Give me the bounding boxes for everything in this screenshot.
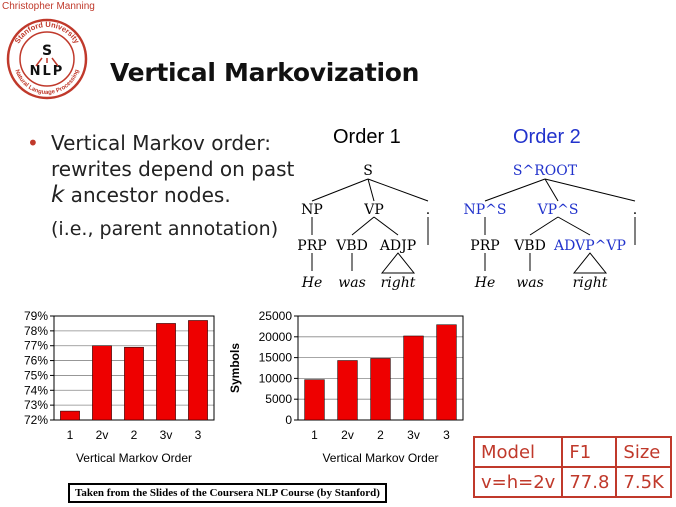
bullet-subtext: (i.e., parent annotation) [51,218,279,240]
bullet-line-3: ancestor nodes. [64,183,231,207]
bar [337,360,358,421]
tree1-was: was [338,275,366,291]
tree2-advp: ADVP^VP [553,238,626,254]
bar [370,358,391,421]
order-2-tree [484,178,636,274]
x-tick-label: 3v [407,428,420,442]
symbols-bar-chart: 0 5000 10000 15000 20000 25000 1 2v 2 3v 3 Vertical… [228,309,464,465]
y-tick-label: 72% [24,413,48,427]
bar [92,345,112,421]
x-tick-label: 1 [67,428,74,442]
order-1-tree [311,178,429,274]
bullet-line-1: Vertical Markov order: [51,131,271,155]
bar [304,379,325,421]
bullet-dot-icon: • [27,131,39,155]
tree1-right: right [381,275,416,291]
y-tick-label: 73% [24,398,48,412]
table-cell: 7.5K [615,466,672,498]
tree1-root: S [363,163,373,179]
table-header-row: Model F1 Size [472,436,672,468]
tree2-dot: . [633,202,637,218]
bar [403,335,424,421]
y-tick-label: 75% [24,368,48,382]
tree2-vp: VP^S [537,202,579,218]
bar [156,323,176,421]
x-tick-label: 2v [341,428,354,442]
tree1-prp: PRP [297,238,326,254]
y-tick-label: 0 [285,413,292,427]
x-tick-label: 2 [131,428,138,442]
x-axis-label: Vertical Markov Order [322,451,438,465]
stanford-nlp-logo: Stanford University Natural Language Pro… [6,18,88,100]
y-tick-label: 74% [24,383,48,397]
x-tick-label: 3v [160,428,173,442]
tree1-dot: . [426,202,430,218]
bar [124,346,144,421]
f1-bar-chart: 72%73%74%75%76%77%78%79% 1 2v 2 3v 3Vertical … [24,309,215,465]
y-tick-label: 10000 [259,371,293,385]
tree2-right: right [573,275,608,291]
tree2-he: He [474,275,496,291]
tree2-prp: PRP [470,238,499,254]
table-row: v=h=2v 77.8 7.5K [472,466,672,498]
x-tick-label: 3 [195,428,202,442]
y-tick-label: 25000 [259,309,293,323]
y-tick-label: 78% [24,324,48,338]
author-name: Christopher Manning [2,1,95,12]
y-tick-label: 15000 [259,351,293,365]
source-caption: Taken from the Slides of the Coursera NL… [68,483,387,503]
x-axis-label: Vertical Markov Order [76,451,192,465]
bar [188,320,208,421]
tree2-root: S^ROOT [513,163,578,179]
tree1-adjp: ADJP [379,238,416,254]
slide-title: Vertical Markovization [110,58,420,87]
y-tick-label: 77% [24,339,48,353]
table-header-cell: F1 [561,436,618,468]
bullet-line-2: rewrites depend on past [51,157,295,181]
y-tick-label: 79% [24,309,48,323]
table-cell: 77.8 [561,466,618,498]
bar [436,324,457,421]
tree1-np: NP [301,202,323,218]
table-header-cell: Model [472,436,564,468]
y-axis-label: Symbols [228,343,242,393]
order-2-label: Order 2 [513,126,581,148]
x-tick-label: 2 [377,428,384,442]
logo-s: S [42,43,52,59]
tree1-vbd: VBD [335,238,368,254]
bar [60,410,80,421]
y-tick-label: 20000 [259,330,293,344]
y-tick-label: 76% [24,354,48,368]
logo-nlp: NLP [30,64,65,79]
x-tick-label: 2v [96,428,109,442]
table-header-cell: Size [615,436,672,468]
x-tick-label: 3 [443,428,450,442]
results-table: Model F1 Size v=h=2v 77.8 7.5K [472,436,672,498]
tree2-vbd: VBD [513,238,546,254]
order-1-label: Order 1 [333,126,401,148]
tree2-np: NP^S [464,202,507,218]
tree1-vp: VP [363,202,384,218]
y-tick-label: 5000 [265,392,292,406]
x-tick-label: 1 [311,428,318,442]
table-cell: v=h=2v [472,466,564,498]
bullet-k: k [51,182,65,208]
tree2-was: was [516,275,544,291]
tree1-he: He [301,275,323,291]
parse-trees: S NP VP . PRP VBD ADJP He was right S^RO… [297,163,637,291]
